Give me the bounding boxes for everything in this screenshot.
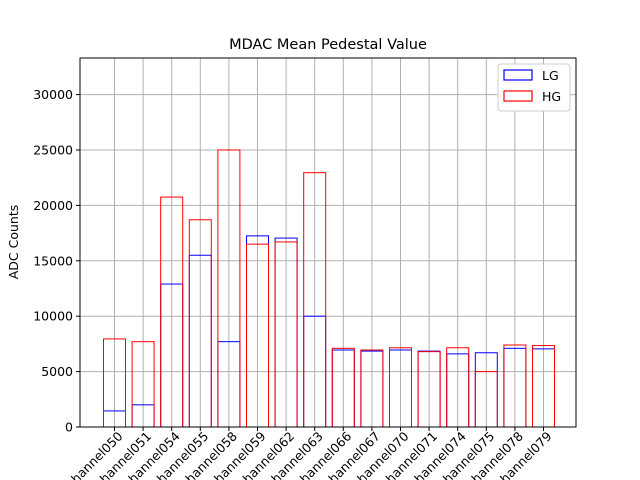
plot-frame [79, 57, 577, 428]
y-tick-label: 5000 [41, 364, 73, 379]
y-tick-label: 25000 [33, 142, 73, 157]
x-axis: channel050channel051channel054channel055… [63, 427, 555, 480]
legend: LG HG [497, 63, 571, 112]
grid-lines [80, 58, 576, 428]
series-lg-bars [103, 235, 555, 428]
legend-swatch-lg [503, 69, 533, 81]
legend-swatch-hg [503, 90, 533, 102]
legend-frame [497, 63, 571, 112]
y-tick-label: 20000 [33, 198, 73, 213]
y-axis: 0 5000 10000 15000 20000 25000 30000 [33, 87, 80, 435]
y-tick-label: 15000 [33, 253, 73, 268]
y-axis-label: ADC Counts [6, 205, 21, 280]
series-hg-bars [103, 149, 555, 428]
y-tick-label: 10000 [33, 309, 73, 324]
y-tick-label: 30000 [33, 87, 73, 102]
chart-title: MDAC Mean Pedestal Value [229, 37, 427, 53]
legend-label-lg: LG [542, 68, 559, 83]
legend-label-hg: HG [542, 89, 561, 104]
y-tick-label: 0 [65, 420, 73, 435]
